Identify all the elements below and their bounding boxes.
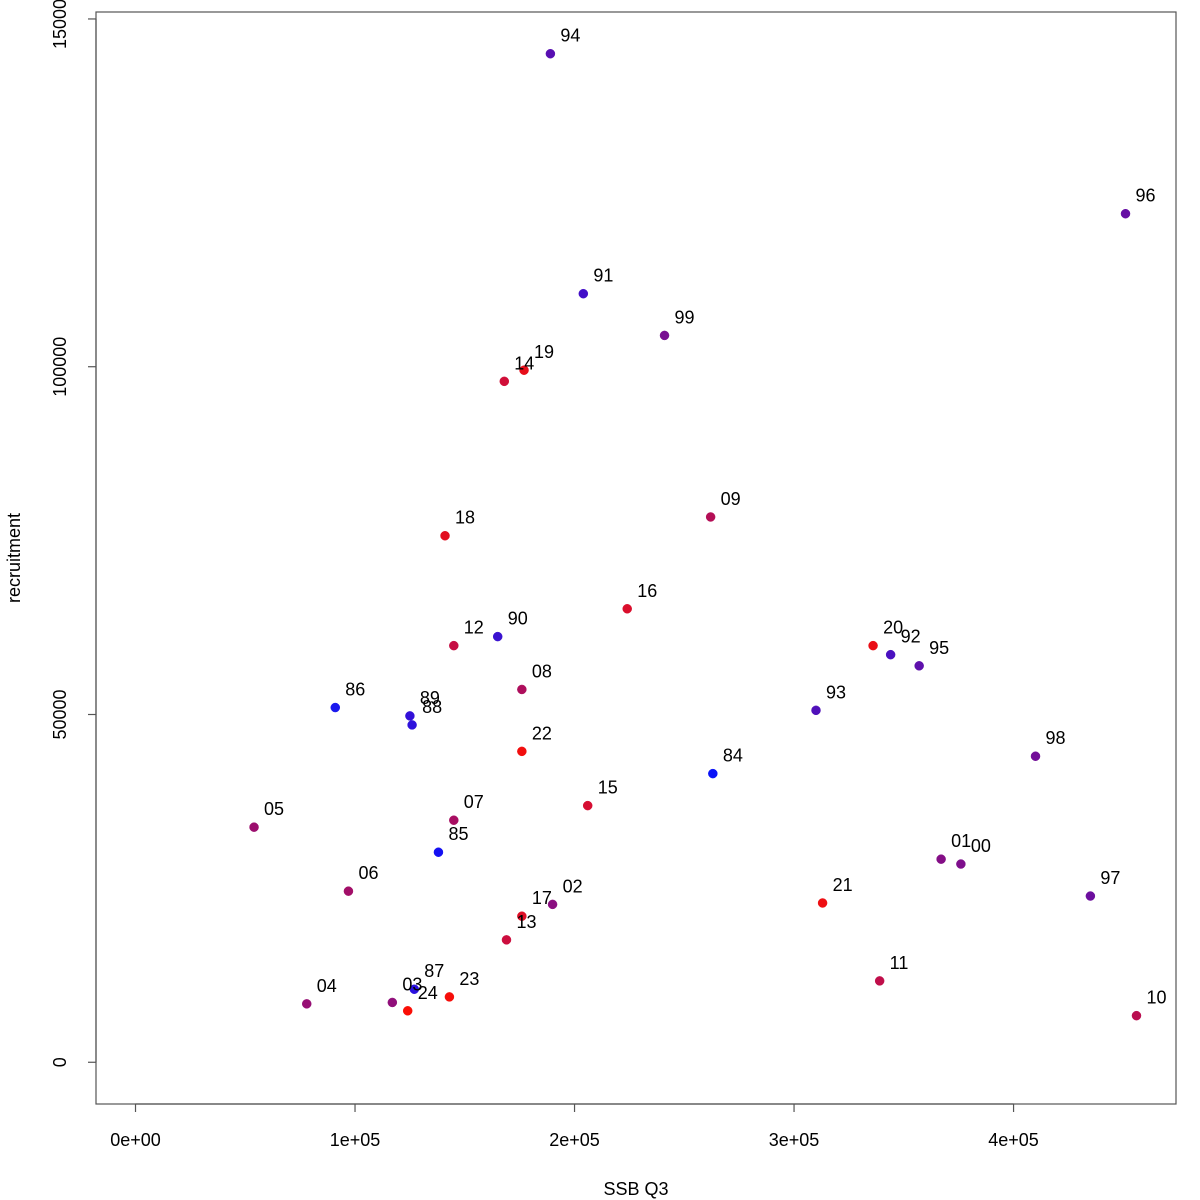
data-point-97 (1085, 891, 1096, 901)
point-label-96: 96 (1136, 186, 1156, 206)
data-point-11 (874, 976, 885, 986)
data-point-23 (444, 992, 455, 1002)
point-label-08: 08 (532, 661, 552, 681)
point-label-90: 90 (508, 609, 528, 629)
point-label-02: 02 (563, 876, 583, 896)
y-tick-label: 0 (50, 1057, 70, 1067)
data-point-05 (249, 822, 259, 832)
point-label-03: 03 (402, 974, 422, 994)
point-label-24: 24 (418, 983, 438, 1003)
data-point-96 (1120, 208, 1131, 219)
data-point-85 (433, 847, 444, 857)
data-point-15 (582, 800, 593, 811)
point-label-19: 19 (534, 342, 554, 362)
data-point-01 (936, 854, 946, 864)
data-point-19 (519, 365, 529, 375)
data-point-90 (492, 631, 503, 642)
point-label-20: 20 (883, 618, 903, 638)
data-point-00 (956, 859, 966, 869)
data-point-22 (517, 746, 527, 757)
x-axis: 0e+00 1e+05 2e+05 3e+05 4e+05 (110, 1103, 1039, 1150)
point-label-92: 92 (901, 627, 921, 647)
data-point-10 (1131, 1010, 1142, 1021)
data-point-84 (708, 768, 718, 779)
point-label-14: 14 (514, 353, 534, 373)
point-label-10: 10 (1146, 988, 1166, 1008)
data-point-07 (449, 815, 459, 825)
point-label-05: 05 (264, 799, 284, 819)
x-tick-label: 3e+05 (769, 1130, 820, 1150)
point-label-98: 98 (1046, 728, 1066, 748)
data-point-91 (578, 288, 589, 299)
point-label-93: 93 (826, 682, 846, 702)
point-label-94: 94 (560, 26, 580, 46)
point-label-01: 01 (951, 831, 971, 851)
data-point-88 (407, 720, 417, 730)
data-point-14 (499, 376, 510, 387)
data-point-89 (405, 711, 415, 721)
point-label-23: 23 (459, 969, 479, 989)
x-tick-label: 4e+05 (988, 1130, 1039, 1150)
point-label-09: 09 (721, 489, 741, 509)
data-point-94 (545, 48, 556, 59)
data-point-99 (659, 330, 670, 341)
data-points (249, 48, 1142, 1021)
point-label-07: 07 (464, 792, 484, 812)
data-point-02 (547, 899, 558, 910)
point-label-89: 89 (420, 688, 440, 708)
point-label-84: 84 (723, 746, 743, 766)
point-label-97: 97 (1100, 868, 1120, 888)
data-point-13 (501, 935, 512, 945)
y-tick-label: 50000 (50, 689, 70, 739)
plot-frame (95, 11, 1177, 1105)
data-point-16 (622, 604, 632, 614)
point-label-22: 22 (532, 723, 552, 743)
data-point-98 (1030, 751, 1041, 761)
data-point-18 (440, 530, 450, 541)
y-axis: 0 50000 100000 150000 (50, 0, 97, 1067)
point-label-04: 04 (317, 976, 337, 996)
data-point-87 (409, 984, 420, 994)
data-point-20 (868, 640, 878, 651)
point-label-00: 00 (971, 836, 991, 856)
data-point-09 (705, 512, 716, 522)
data-point-24 (402, 1006, 413, 1016)
point-label-11: 11 (890, 953, 909, 973)
point-label-13: 13 (516, 912, 536, 932)
data-point-92 (885, 649, 896, 660)
data-point-93 (811, 705, 821, 716)
data-point-12 (449, 640, 459, 651)
point-label-85: 85 (448, 824, 468, 844)
point-label-17: 17 (532, 888, 552, 908)
point-label-91: 91 (593, 266, 613, 286)
data-point-21 (817, 898, 828, 908)
data-point-03 (387, 997, 398, 1008)
point-label-99: 99 (675, 307, 695, 327)
point-label-88: 88 (422, 697, 442, 717)
point-label-21: 21 (833, 875, 853, 895)
point-label-95: 95 (929, 638, 949, 658)
x-tick-label: 2e+05 (549, 1130, 600, 1150)
y-tick-label: 150000 (50, 0, 70, 49)
point-label-15: 15 (598, 778, 618, 798)
point-label-87: 87 (424, 961, 444, 981)
x-axis-label: SSB Q3 (603, 1179, 668, 1199)
data-point-08 (517, 684, 527, 695)
data-point-86 (330, 702, 341, 713)
y-axis-label: recruitment (4, 513, 24, 603)
point-label-12: 12 (464, 618, 484, 638)
x-tick-label: 1e+05 (330, 1130, 381, 1150)
y-tick-label: 100000 (50, 337, 70, 397)
x-tick-label: 0e+00 (110, 1130, 161, 1150)
data-point-17 (517, 911, 527, 921)
point-label-16: 16 (637, 581, 657, 601)
data-point-04 (301, 999, 312, 1009)
data-point-95 (914, 661, 924, 671)
point-label-18: 18 (455, 508, 475, 528)
point-label-06: 06 (358, 863, 378, 883)
point-label-86: 86 (345, 680, 365, 700)
data-point-06 (343, 886, 354, 896)
